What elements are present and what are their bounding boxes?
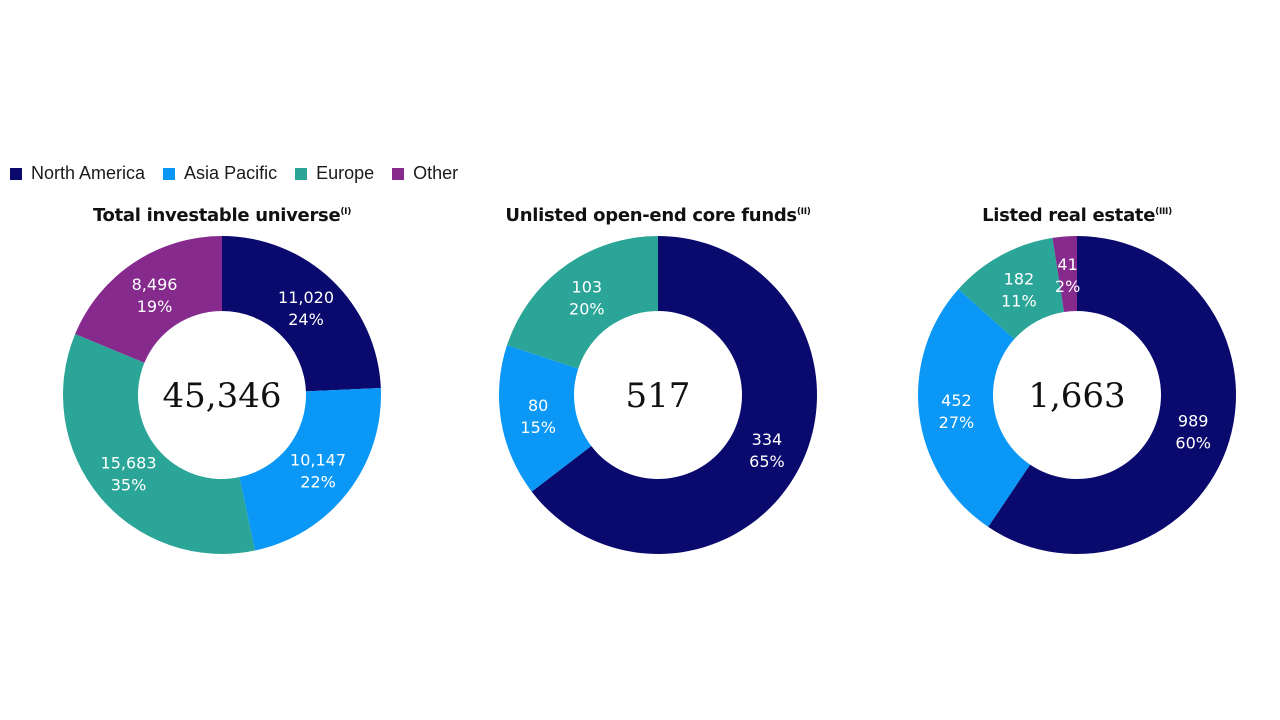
slice-value-label: 103 [572, 278, 603, 297]
donut-slice-europe [958, 237, 1065, 340]
slice-value-label: 41 [1057, 255, 1077, 274]
donut-slice-asia-pacific [239, 388, 382, 551]
slice-value-label: 15,683 [101, 454, 157, 473]
slice-percent-label: 2% [1055, 277, 1080, 296]
slice-percent-label: 20% [569, 300, 605, 319]
slice-percent-label: 27% [939, 413, 975, 432]
slice-value-label: 8,496 [132, 275, 178, 294]
donut-slice-north-america [988, 236, 1236, 554]
legend-label: Other [413, 163, 459, 183]
legend-swatch [10, 167, 22, 180]
slice-value-label: 989 [1178, 411, 1209, 430]
donut-center-total: 1,663 [1028, 376, 1125, 416]
chart-title-note: (II) [796, 207, 811, 217]
slice-percent-label: 35% [111, 476, 147, 495]
legend-label: Europe [316, 163, 375, 183]
donut-slice-asia-pacific [918, 289, 1031, 527]
chart-title-note: (III) [1155, 207, 1172, 217]
slice-percent-label: 60% [1175, 433, 1211, 452]
donut-slice-other [1052, 236, 1077, 313]
slice-value-label: 10,147 [290, 450, 346, 469]
slice-percent-label: 24% [288, 310, 324, 329]
legend-label: Asia Pacific [184, 163, 278, 183]
legend-item-asia-pacific: Asia Pacific [163, 163, 277, 184]
slice-value-label: 452 [941, 391, 972, 410]
donut-chart-listed-real-estate: Listed real estate(III) 989 60% 452 27% 182 1… [897, 205, 1257, 575]
donut-chart-total-investable-universe: Total investable universe(I) 11,020 24% 10… [42, 205, 402, 575]
slice-value-label: 11,020 [278, 288, 334, 307]
chart-title-note: (I) [340, 207, 352, 217]
chart-title-text: Listed real estate [982, 205, 1156, 226]
legend-item-other: Other [392, 163, 458, 184]
chart-title-text: Unlisted open-end core funds [505, 205, 797, 226]
donut-slice-europe [507, 236, 658, 369]
donut-slice-other [75, 236, 223, 363]
slice-percent-label: 65% [749, 452, 785, 471]
donut-center-total: 45,346 [163, 376, 282, 416]
donut-slice-north-america [222, 236, 381, 392]
slice-percent-label: 22% [300, 472, 336, 491]
donut-svg: 989 60% 452 27% 182 11% 41 2% 1,663 [918, 236, 1236, 554]
legend-item-north-america: North America [10, 163, 145, 184]
legend-item-europe: Europe [295, 163, 374, 184]
slice-percent-label: 19% [137, 297, 173, 316]
donut-slice-north-america [531, 236, 817, 554]
slice-percent-label: 15% [520, 418, 556, 437]
legend-label: North America [31, 163, 146, 183]
donut-svg: 11,020 24% 10,147 22% 15,683 35% 8,496 19% 45,34… [63, 236, 382, 554]
donut-slice-europe [63, 334, 255, 554]
legend-swatch [163, 167, 176, 180]
donut-svg: 334 65% 80 15% 103 20% 517 [499, 236, 817, 554]
legend-swatch [392, 167, 405, 180]
chart-title: Listed real estate(III) [897, 205, 1257, 226]
chart-title: Total investable universe(I) [42, 205, 402, 226]
donut-center-total: 517 [626, 376, 691, 416]
chart-legend: North America Asia Pacific Europe Other [10, 163, 476, 184]
donut-chart-unlisted-open-end-core-funds: Unlisted open-end core funds(II) 334 65% 8… [478, 205, 838, 575]
slice-value-label: 80 [528, 396, 548, 415]
chart-title: Unlisted open-end core funds(II) [478, 205, 838, 226]
legend-swatch [295, 167, 308, 180]
slice-value-label: 334 [752, 430, 783, 449]
slice-value-label: 182 [1004, 269, 1035, 288]
slice-percent-label: 11% [1001, 291, 1037, 310]
chart-title-text: Total investable universe [92, 205, 341, 226]
donut-slice-asia-pacific [499, 345, 592, 492]
